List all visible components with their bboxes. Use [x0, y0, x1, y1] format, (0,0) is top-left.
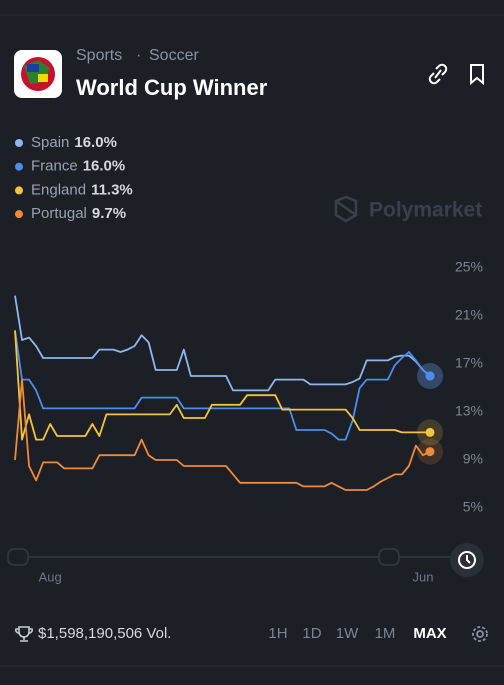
- y-tick-label: 21%: [455, 307, 483, 323]
- trophy-icon: [15, 626, 33, 642]
- watermark: Polymarket: [334, 195, 482, 223]
- y-tick-label: 9%: [463, 451, 483, 467]
- series-line: [14, 330, 431, 441]
- link-button[interactable]: [428, 63, 448, 85]
- end-point: [425, 427, 435, 437]
- series-line: [14, 295, 431, 392]
- legend-value: 9.7%: [92, 205, 126, 222]
- clock-button[interactable]: [450, 543, 484, 577]
- legend-swatch: [15, 162, 23, 171]
- bookmark-button[interactable]: [470, 64, 484, 86]
- end-point: [425, 371, 435, 381]
- market-title: World Cup Winner: [76, 75, 268, 100]
- legend-name: Portugal: [31, 205, 87, 222]
- y-tick-label: 17%: [455, 355, 483, 371]
- legend-name: France: [31, 158, 78, 175]
- range-button[interactable]: MAX: [413, 625, 446, 642]
- series-line: [14, 330, 430, 441]
- range-button[interactable]: 1D: [302, 625, 321, 642]
- range-button[interactable]: 1W: [336, 625, 359, 642]
- x-tick-label: Aug: [39, 569, 62, 584]
- series-line: [14, 378, 431, 491]
- x-tick-label: Jun: [412, 569, 433, 584]
- watermark-text: Polymarket: [369, 199, 482, 222]
- end-point: [425, 447, 435, 457]
- legend-swatch: [15, 186, 23, 195]
- legend-swatch: [15, 210, 23, 219]
- range-slider[interactable]: [7, 548, 455, 566]
- legend-value: 16.0%: [74, 134, 117, 151]
- breadcrumb[interactable]: Soccer: [149, 47, 199, 64]
- legend-value: 16.0%: [83, 158, 126, 175]
- range-buttons: 1H 1D 1W 1M MAX: [268, 625, 446, 642]
- volume: $1,598,190,506 Vol.: [38, 625, 171, 642]
- range-button[interactable]: 1H: [268, 625, 287, 642]
- y-tick-label: 5%: [463, 499, 483, 515]
- legend-swatch: [15, 139, 23, 147]
- legend-name: England: [31, 181, 86, 198]
- y-tick-label: 25%: [455, 259, 483, 275]
- plot: 5% 9% 13% 17% 21% 25% Aug Jun: [14, 259, 483, 584]
- legend-value: 11.3%: [91, 181, 133, 198]
- breadcrumb-separator: ·: [136, 47, 141, 64]
- settings-button[interactable]: [472, 626, 488, 642]
- y-tick-label: 13%: [455, 403, 483, 419]
- legend-name: Spain: [31, 134, 69, 151]
- range-button[interactable]: 1M: [375, 625, 396, 642]
- breadcrumb[interactable]: Sports: [76, 47, 122, 64]
- market-icon: [14, 50, 62, 98]
- legend: Spain 16.0% France 16.0% England 11.3%Portuga…: [15, 134, 133, 222]
